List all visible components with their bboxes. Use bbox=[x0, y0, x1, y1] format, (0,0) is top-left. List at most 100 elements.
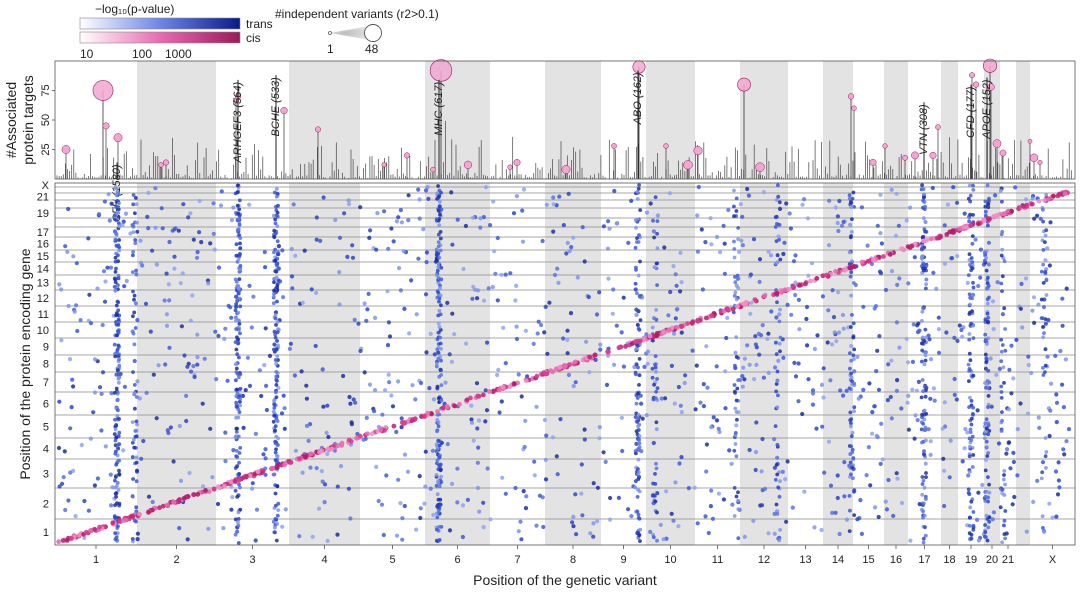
trans-point bbox=[775, 472, 780, 477]
trans-point bbox=[275, 285, 279, 290]
trans-point bbox=[409, 278, 414, 283]
trans-point bbox=[1058, 348, 1063, 354]
trans-point bbox=[984, 360, 989, 365]
trans-point bbox=[522, 444, 527, 450]
trans-point bbox=[858, 498, 863, 503]
trans-point bbox=[130, 420, 135, 424]
trans-point bbox=[314, 290, 319, 295]
trans-point bbox=[113, 288, 117, 293]
peak-bubble bbox=[869, 159, 877, 166]
trans-point bbox=[434, 364, 439, 369]
trans-point bbox=[636, 186, 641, 191]
trans-point bbox=[634, 218, 638, 223]
trans-point bbox=[164, 271, 169, 276]
cis-point bbox=[1009, 208, 1015, 214]
trans-point bbox=[222, 336, 227, 341]
trans-point bbox=[438, 341, 443, 346]
trans-point bbox=[275, 299, 279, 304]
trans-point bbox=[275, 354, 280, 358]
trans-point bbox=[932, 398, 937, 403]
pvalue-tick: 10 bbox=[80, 47, 94, 61]
trans-point bbox=[117, 238, 121, 242]
trans-point bbox=[231, 205, 236, 210]
trans-point bbox=[1023, 276, 1029, 281]
trans-point bbox=[634, 268, 638, 272]
trans-point bbox=[841, 219, 846, 225]
trans-point bbox=[836, 228, 841, 234]
trans-point bbox=[116, 524, 120, 529]
trans-point bbox=[1055, 492, 1061, 497]
trans-point bbox=[571, 524, 576, 529]
peak-bubble bbox=[982, 58, 998, 73]
trans-point bbox=[552, 272, 558, 278]
trans-point bbox=[899, 406, 904, 411]
trans-point bbox=[235, 183, 240, 188]
trans-point bbox=[775, 442, 780, 447]
trans-point bbox=[987, 262, 991, 267]
trans-point bbox=[878, 231, 883, 236]
trans-point bbox=[132, 310, 137, 315]
trans-point bbox=[274, 377, 279, 382]
cis-point bbox=[146, 509, 151, 515]
cis-point bbox=[92, 526, 97, 532]
pvalue-legend: −log₁₀(p-value) trans cis 10 100 1000 bbox=[79, 2, 273, 61]
trans-point bbox=[621, 364, 627, 369]
trans-point bbox=[259, 393, 264, 399]
trans-point bbox=[358, 205, 363, 210]
trans-point bbox=[936, 327, 942, 332]
trans-point bbox=[654, 308, 659, 312]
trans-point bbox=[172, 266, 177, 271]
trans-point bbox=[775, 300, 779, 305]
trans-point bbox=[423, 188, 429, 193]
trans-point bbox=[1043, 240, 1047, 245]
cis-point bbox=[206, 489, 212, 494]
trans-point bbox=[706, 530, 711, 536]
trans-point bbox=[484, 408, 490, 413]
trans-point bbox=[940, 426, 945, 431]
trans-point bbox=[965, 430, 970, 435]
trans-point bbox=[164, 323, 170, 328]
y-tick-label: 11 bbox=[38, 309, 49, 321]
trans-point bbox=[924, 475, 928, 479]
trans-point bbox=[437, 525, 442, 529]
trans-point bbox=[131, 331, 136, 336]
trans-point bbox=[191, 364, 196, 369]
trans-point bbox=[275, 521, 279, 526]
trans-point bbox=[543, 457, 548, 462]
trans-point bbox=[249, 325, 254, 330]
trans-point bbox=[731, 310, 736, 315]
trans-point bbox=[949, 256, 955, 261]
cis-point bbox=[128, 513, 134, 519]
trans-point bbox=[895, 282, 900, 287]
cis-point bbox=[76, 533, 82, 538]
trans-point bbox=[63, 244, 68, 249]
trans-point bbox=[954, 397, 959, 402]
trans-point bbox=[261, 452, 266, 457]
trans-point bbox=[274, 323, 278, 327]
cis-point bbox=[689, 320, 695, 326]
trans-point bbox=[990, 299, 996, 304]
trans-point bbox=[654, 466, 659, 471]
cis-point bbox=[308, 451, 314, 457]
trans-point bbox=[124, 278, 129, 284]
trans-point bbox=[364, 415, 369, 420]
trans-point bbox=[655, 491, 659, 495]
trans-point bbox=[849, 375, 854, 380]
trans-point bbox=[117, 328, 121, 333]
trans-point bbox=[1000, 312, 1006, 317]
trans-point bbox=[889, 187, 894, 192]
trans-point bbox=[637, 438, 642, 442]
trans-point bbox=[488, 223, 493, 228]
cis-point bbox=[444, 404, 450, 409]
trans-point bbox=[417, 216, 422, 221]
trans-point bbox=[257, 368, 262, 373]
trans-point bbox=[516, 372, 521, 377]
trans-point bbox=[971, 510, 976, 514]
trans-point bbox=[236, 520, 240, 525]
trans-point bbox=[1044, 228, 1049, 233]
trans-point bbox=[381, 532, 386, 538]
trans-point bbox=[225, 378, 230, 383]
peak-bubble bbox=[999, 149, 1007, 157]
trans-point bbox=[237, 252, 242, 257]
trans-point bbox=[732, 383, 737, 387]
